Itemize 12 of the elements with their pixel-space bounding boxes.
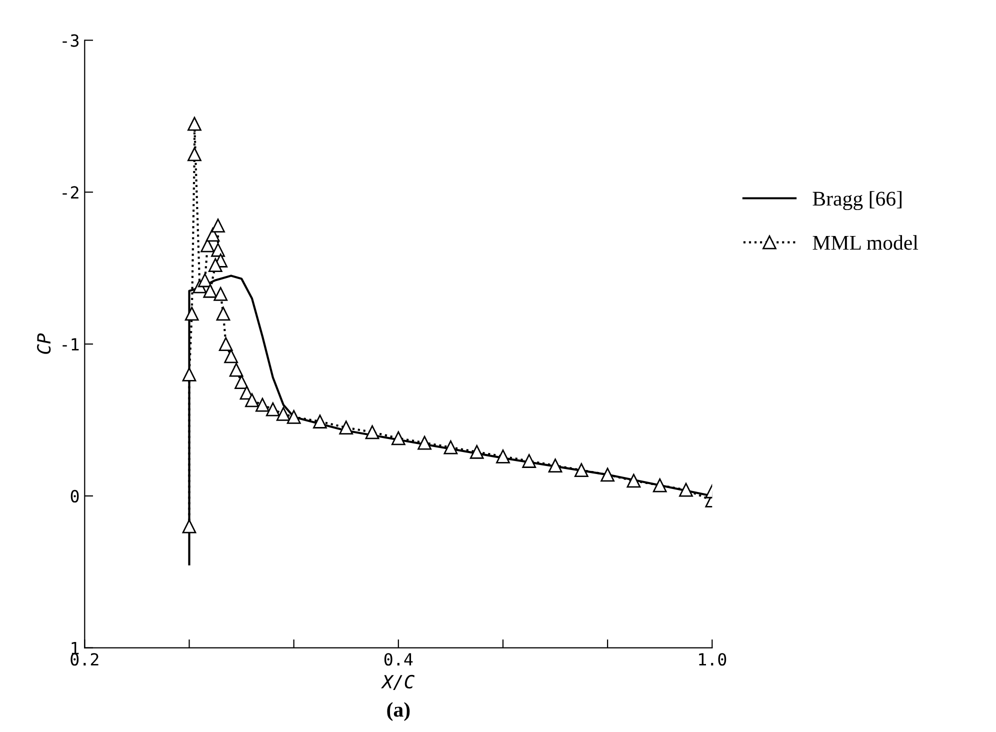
x-tick-label: 1.0 xyxy=(699,653,726,666)
text: (a) xyxy=(387,702,410,722)
y-tick-label: -3 xyxy=(62,34,79,47)
y-axis-title: CP xyxy=(37,333,51,354)
y-tick-label: -2 xyxy=(62,186,78,199)
x-tick-label: 0.4 xyxy=(384,653,413,666)
y-tick-label: -1 xyxy=(62,338,79,350)
legend-label: MML model xyxy=(812,235,918,250)
x-axis-title: X/C xyxy=(380,674,415,690)
legend-label: Bragg [66] xyxy=(812,191,902,210)
x-tick-label: 0.2 xyxy=(70,653,98,666)
y-tick-label: 0 xyxy=(70,490,79,503)
